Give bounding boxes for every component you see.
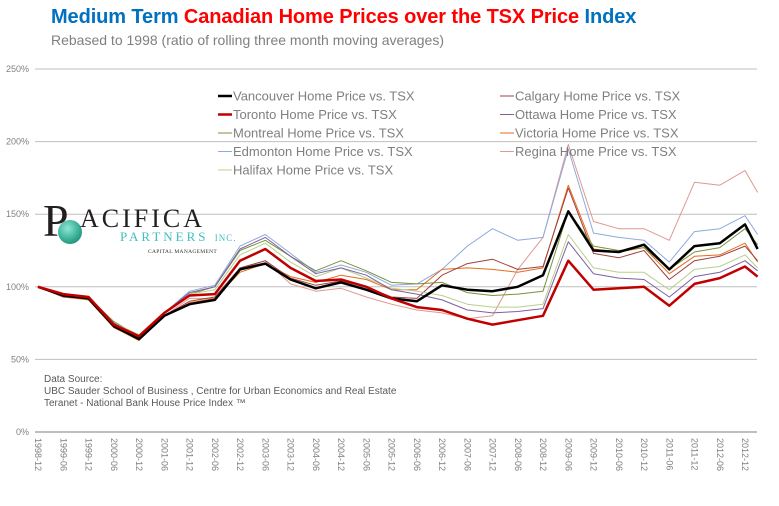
x-tick-label: 2005-06 [361, 438, 371, 471]
source-line-ubc: UBC Sauder School of Business , Centre f… [44, 386, 397, 397]
y-tick-label: 200% [6, 137, 29, 147]
x-tick-label: 2005-12 [387, 438, 397, 471]
series-line-toronto [37, 247, 759, 338]
x-tick-label: 2009-06 [563, 438, 573, 471]
legend-label: Toronto Home Price vs. TSX [233, 107, 397, 122]
legend-label: Halifax Home Price vs. TSX [233, 163, 393, 178]
x-tick-label: 1999-12 [84, 438, 94, 471]
legend-label: Victoria Home Price vs. TSX [515, 126, 679, 141]
x-tick-label: 2001-12 [185, 438, 195, 471]
y-tick-label: 150% [6, 209, 29, 219]
x-tick-label: 2007-12 [488, 438, 498, 471]
x-tick-label: 1998-12 [33, 438, 43, 471]
title-part-2: Canadian Home Prices over the TSX Price [183, 6, 585, 28]
legend-label: Edmonton Home Price vs. TSX [233, 144, 413, 159]
logo-sphere-icon [58, 220, 82, 244]
series-lines [37, 144, 759, 341]
x-tick-label: 2011-06 [664, 438, 674, 470]
title-part-3: Index [584, 6, 637, 28]
x-tick-label: 2006-06 [412, 438, 422, 471]
data-source-note: Data Source: UBC Sauder School of Busine… [44, 374, 396, 410]
legend-label: Calgary Home Price vs. TSX [515, 89, 681, 104]
y-tick-label: 100% [6, 282, 29, 292]
x-tick-label: 1999-06 [58, 438, 68, 471]
x-tick-label: 2007-06 [462, 438, 472, 471]
x-tick-label: 2004-06 [311, 438, 321, 471]
x-tick-label: 2002-06 [210, 438, 220, 471]
x-tick-label: 2000-12 [134, 438, 144, 471]
logo-partners: PARTNERS INC. [120, 229, 237, 245]
x-tick-label: 2003-12 [286, 438, 296, 471]
x-tick-label: 2001-06 [159, 438, 169, 471]
x-tick-label: 2009-12 [589, 438, 599, 471]
chart-title: Medium Term Canadian Home Prices over th… [51, 6, 636, 29]
legend-label: Ottawa Home Price vs. TSX [515, 107, 677, 122]
pacifica-logo: P ACIFICA PARTNERS INC. CAPITAL MANAGEME… [38, 195, 238, 278]
legend-label: Regina Home Price vs. TSX [515, 144, 677, 159]
source-line-teranet: Teranet - National Bank House Price Inde… [44, 398, 246, 409]
x-tick-label: 2004-12 [336, 438, 346, 471]
x-tick-label: 2002-12 [235, 438, 245, 471]
y-tick-label: 250% [6, 64, 29, 74]
logo-inc: INC. [214, 233, 237, 243]
y-tick-label: 50% [11, 354, 29, 364]
logo-partners-word: PARTNERS [120, 229, 209, 244]
x-tick-label: 2011-12 [690, 438, 700, 470]
x-tick-label: 2008-06 [513, 438, 523, 471]
x-tick-label: 2003-06 [260, 438, 270, 471]
y-axis-ticks: 0% 50% 100% 150% 200% 250% [6, 64, 29, 437]
legend-label: Montreal Home Price vs. TSX [233, 126, 404, 141]
legend: Vancouver Home Price vs. TSX Toronto Home… [218, 89, 681, 178]
x-tick-label: 2010-12 [639, 438, 649, 471]
logo-name: ACIFICA [80, 204, 206, 233]
x-tick-label: 2000-06 [109, 438, 119, 471]
x-tick-label: 2008-12 [538, 438, 548, 471]
y-tick-label: 0% [16, 427, 29, 437]
source-heading: Data Source: [44, 374, 103, 385]
x-axis-ticks: 1998-12 1999-06 1999-12 2000-06 2000-12 2001-… [33, 438, 750, 471]
legend-label: Vancouver Home Price vs. TSX [233, 89, 415, 104]
x-tick-label: 2012-12 [740, 438, 750, 471]
x-tick-label: 2012-06 [715, 438, 725, 471]
x-tick-label: 2010-06 [614, 438, 624, 471]
title-part-1: Medium Term [51, 6, 184, 28]
series-line-vancouver [37, 210, 759, 341]
logo-tagline: CAPITAL MANAGEMENT [148, 249, 218, 255]
chart-subtitle: Rebased to 1998 (ratio of rolling three … [51, 32, 444, 48]
gridlines [35, 68, 757, 433]
x-tick-label: 2006-12 [437, 438, 447, 471]
